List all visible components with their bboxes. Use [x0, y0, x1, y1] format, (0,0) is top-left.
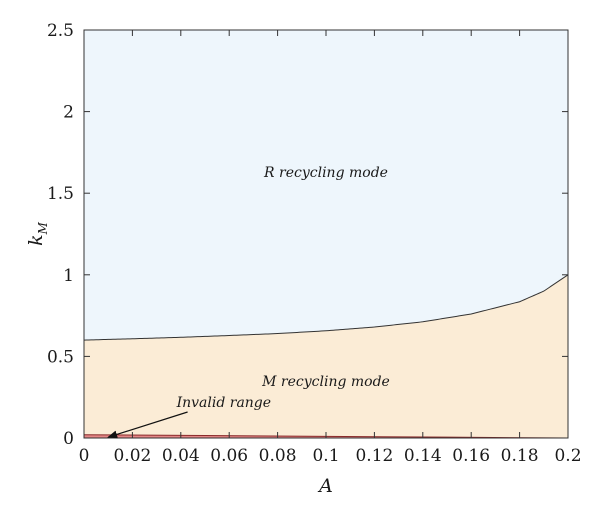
y-axis-label: kM	[25, 221, 50, 246]
x-axis-label: A	[317, 475, 333, 497]
m-recycling-mode-label: M recycling mode	[261, 374, 390, 390]
y-tick-label: 2	[63, 103, 74, 123]
invalid-range-arrow	[107, 411, 188, 439]
x-tick-label: 0.06	[210, 446, 248, 466]
x-tick-label: 0.12	[355, 446, 393, 466]
x-tick-label: 0.04	[162, 446, 200, 466]
x-tick-label: 0.02	[113, 446, 151, 466]
y-tick-label: 1.5	[47, 184, 74, 204]
r-recycling-mode-label: R recycling mode	[263, 165, 388, 181]
x-tick-label: 0.1	[312, 446, 339, 466]
y-tick-label: 2.5	[47, 21, 74, 41]
x-tick-label: 0.14	[404, 446, 442, 466]
mode-boundary-line	[83, 274, 569, 341]
x-tick-label: 0.2	[554, 446, 581, 466]
x-tick-label: 0.18	[501, 446, 539, 466]
r-recycling-region	[84, 30, 568, 341]
x-tick-label: 0.16	[452, 446, 490, 466]
y-tick-label: 0.5	[47, 347, 74, 367]
y-tick-label: 0	[63, 429, 74, 449]
y-tick-label: 1	[63, 266, 74, 286]
x-tick-label: 0.08	[259, 446, 297, 466]
m-recycling-region	[84, 274, 568, 438]
invalid-range-label: Invalid range	[176, 395, 271, 411]
x-tick-label: 0	[79, 446, 90, 466]
y-axis-label-subscript: M	[36, 221, 50, 235]
